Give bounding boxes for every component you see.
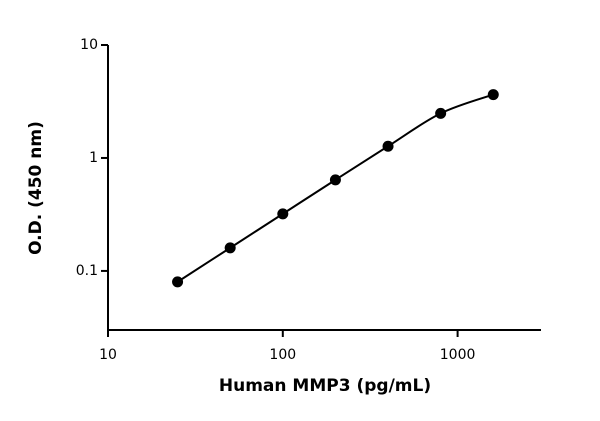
y-tick-label: 1: [89, 150, 98, 166]
x-tick-label: 10: [99, 347, 117, 363]
x-tick-label: 1000: [440, 347, 476, 363]
data-point: [172, 276, 184, 288]
x-tick-label: 100: [269, 347, 296, 363]
data-point: [435, 107, 447, 119]
data-point: [487, 89, 499, 101]
data-point: [277, 208, 289, 220]
data-point: [382, 140, 394, 152]
y-axis-title: O.D. (450 nm): [26, 121, 46, 255]
data-point: [224, 242, 236, 254]
fit-curve: [177, 93, 494, 283]
x-axis-title: Human MMP3 (pg/mL): [219, 376, 431, 396]
data-point: [329, 174, 341, 186]
y-tick-label: 10: [80, 37, 98, 53]
y-tick-label: 0.1: [76, 263, 98, 279]
